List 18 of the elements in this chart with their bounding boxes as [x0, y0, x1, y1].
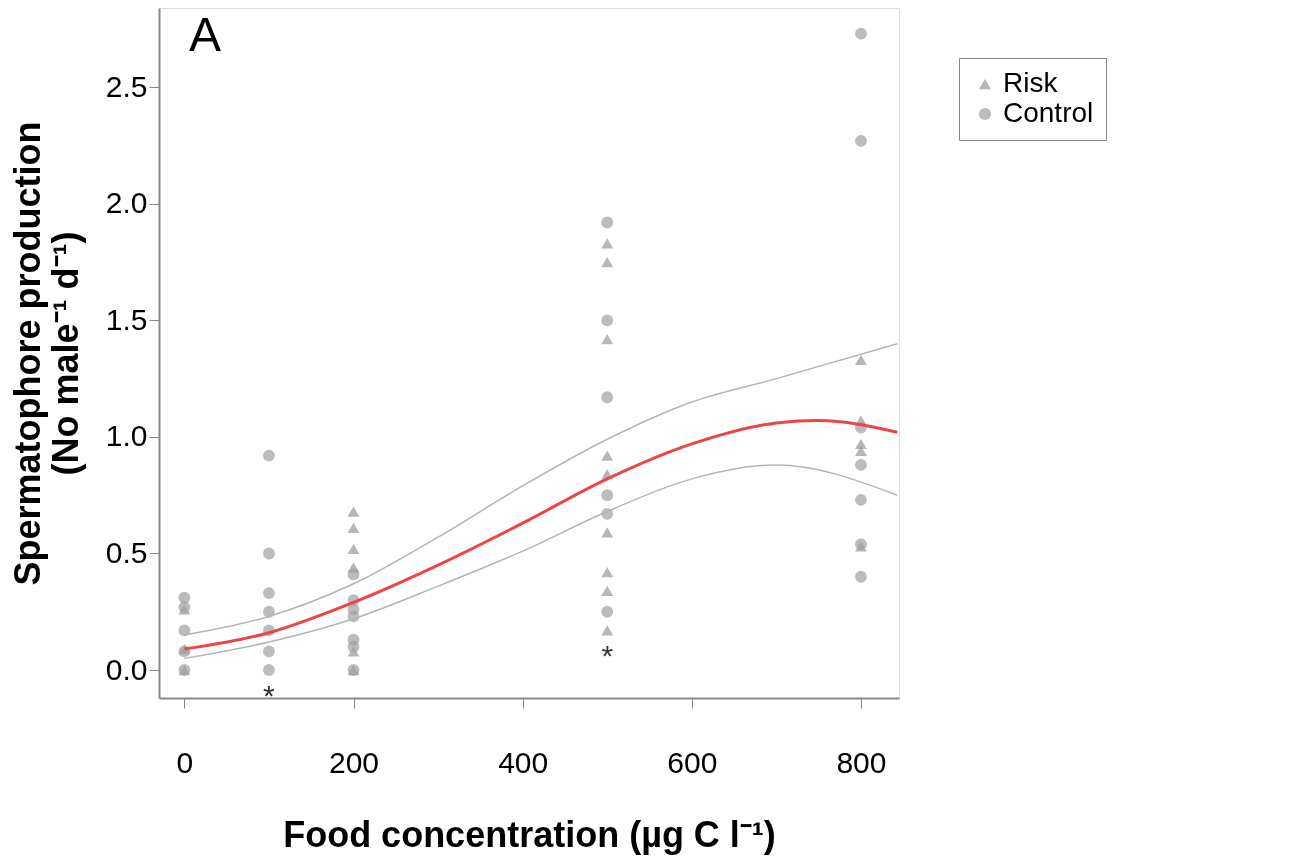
- annotation: *: [601, 639, 614, 673]
- y-tick-label: 0.0: [105, 652, 148, 686]
- y-tick-label: 1.5: [105, 302, 148, 336]
- x-tick-label: 800: [836, 745, 887, 779]
- x-tick-label: 0: [176, 745, 194, 779]
- annotation: A: [189, 8, 222, 61]
- x-tick-label: 600: [667, 745, 718, 779]
- y-tick-label: 0.5: [105, 535, 148, 569]
- x-tick-label: 400: [498, 745, 549, 779]
- y-tick-label: 1.0: [105, 419, 148, 453]
- y-tick-label: 2.5: [105, 69, 148, 103]
- y-tick-label: 2.0: [105, 186, 148, 220]
- annotation: *: [263, 679, 276, 713]
- x-axis-title: Food concentration (µg C l⁻¹): [283, 813, 776, 855]
- legend-label: Risk: [1003, 67, 1059, 98]
- x-tick-label: 200: [328, 745, 380, 779]
- legend-label: Control: [1003, 97, 1094, 128]
- y-axis-title: Spermatophore production (No male⁻¹ d⁻¹): [6, 121, 86, 586]
